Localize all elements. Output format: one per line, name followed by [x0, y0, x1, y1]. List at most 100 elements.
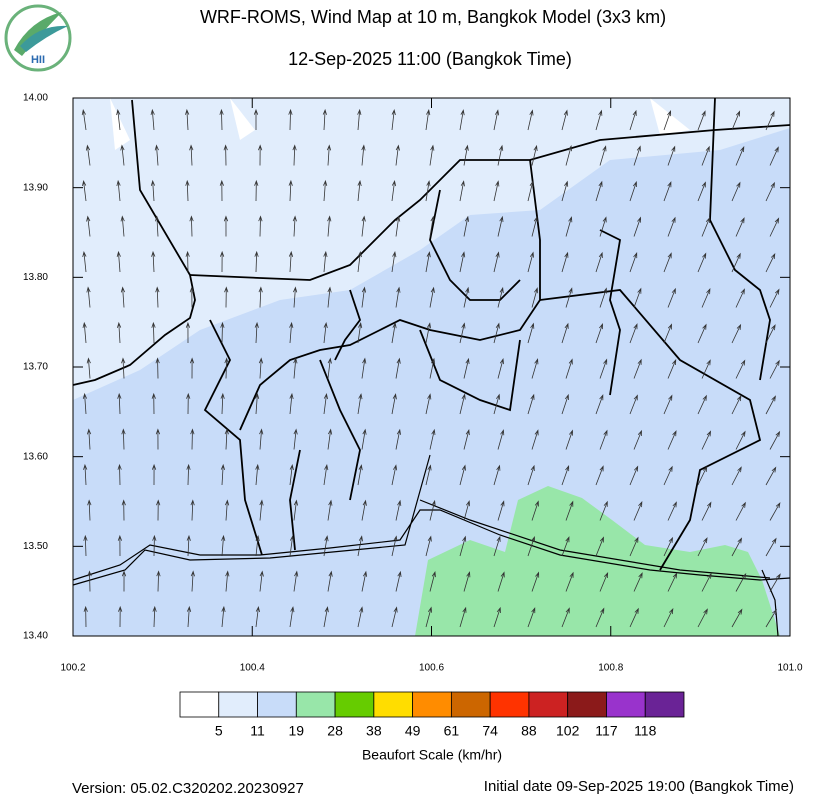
map-area — [72, 97, 791, 637]
wind-arrow — [189, 286, 194, 308]
wind-arrow — [121, 428, 126, 450]
y-tick-label: 14.00 — [23, 93, 48, 104]
wind-arrow — [599, 145, 607, 166]
wind-arrow — [629, 394, 638, 415]
wind-arrow — [663, 110, 672, 131]
wind-arrow — [667, 430, 677, 450]
wind-arrow — [289, 606, 295, 628]
subtitle: 12-Sep-2025 11:00 (Bangkok Time) — [288, 49, 572, 69]
wind-arrow — [253, 108, 259, 130]
wind-arrow — [185, 321, 191, 344]
wind-arrow — [493, 464, 501, 486]
logo: HII — [4, 4, 72, 72]
wind-arrow — [429, 571, 436, 592]
wind-arrow — [599, 571, 609, 592]
wind-arrow — [155, 286, 160, 308]
wind-arrow — [633, 501, 643, 521]
x-tick-label: 100.6 — [419, 663, 444, 674]
wind-arrow — [186, 463, 191, 486]
wind-arrow — [288, 250, 294, 273]
wind-arrow — [391, 535, 398, 557]
wind-arrow — [150, 179, 156, 202]
wind-arrow — [531, 144, 538, 166]
wind-arrow — [527, 464, 535, 486]
wind-arrow — [223, 215, 229, 237]
wind-arrow — [219, 179, 224, 202]
wind-arrow — [769, 146, 779, 166]
wind-arrow — [463, 571, 471, 592]
wind-arrow — [595, 394, 604, 415]
wind-arrow — [463, 144, 469, 166]
wind-arrow — [595, 109, 603, 131]
colorbar-box — [450, 691, 491, 718]
y-tick-label: 13.50 — [23, 541, 48, 552]
wind-arrow — [86, 428, 92, 450]
wind-arrow — [493, 109, 500, 131]
wind-arrow — [463, 428, 470, 450]
wind-arrow — [220, 250, 225, 273]
colorbar-box — [334, 691, 375, 718]
wind-arrow — [697, 394, 707, 415]
wind-arrow — [151, 321, 156, 344]
wind-arrow — [323, 535, 329, 557]
wind-arrow — [391, 108, 396, 131]
wind-arrow — [357, 393, 363, 415]
wind-arrow — [87, 570, 92, 592]
wind-arrow — [531, 215, 538, 237]
wind-arrow — [116, 108, 121, 131]
wind-arrow — [493, 180, 500, 202]
wind-arrow — [86, 215, 91, 237]
wind-arrow — [395, 499, 402, 521]
wind-arrow — [701, 216, 711, 237]
wind-arrow — [391, 464, 398, 486]
wind-arrow — [327, 357, 332, 379]
wind-arrow — [425, 109, 431, 131]
wind-arrow — [701, 359, 711, 379]
wind-arrow — [186, 392, 191, 415]
wind-arrow — [429, 286, 435, 308]
wind-arrow — [151, 250, 156, 273]
wind-arrow — [429, 499, 436, 521]
wind-arrow — [357, 535, 363, 557]
wind-arrow — [293, 428, 298, 450]
wind-arrow — [633, 216, 642, 237]
wind-arrow — [255, 534, 260, 557]
wind-arrow — [735, 217, 745, 237]
wind-arrow — [599, 358, 608, 379]
wind-arrow — [87, 499, 92, 521]
wind-arrow — [189, 215, 194, 237]
wind-arrow — [361, 215, 366, 237]
wind-arrow — [769, 573, 781, 592]
wind-arrow — [259, 499, 264, 521]
wind-arrow — [357, 322, 363, 344]
colorbar-label: 117 — [595, 723, 618, 739]
wind-arrow — [497, 286, 504, 308]
wind-arrow — [463, 286, 470, 308]
wind-arrow — [697, 537, 708, 557]
wind-arrow — [697, 181, 706, 202]
wind-arrow — [429, 357, 436, 379]
wind-arrow — [629, 536, 639, 557]
wind-arrow — [731, 608, 743, 628]
wind-arrow — [220, 463, 226, 486]
colorbar-label: 19 — [289, 723, 305, 739]
wind-arrow — [357, 250, 362, 273]
wind-arrow — [595, 607, 605, 628]
wind-arrow — [497, 215, 504, 237]
wind-arrow — [731, 395, 742, 415]
wind-arrow — [152, 605, 157, 628]
wind-arrow — [701, 288, 711, 308]
wind-arrow — [667, 572, 678, 592]
y-tick-label: 13.60 — [23, 451, 48, 462]
wind-arrow — [459, 464, 466, 486]
wind-arrow — [667, 145, 676, 166]
wind-arrow — [361, 428, 367, 450]
wind-arrows — [81, 108, 781, 628]
wind-arrow — [735, 572, 747, 592]
wind-arrow — [565, 358, 573, 379]
wind-arrow — [219, 108, 224, 131]
wind-arrow — [527, 180, 534, 202]
colorbar: 5 11 19 28 38 49 61 74 88 102 117 118 — [179, 691, 685, 739]
colorbar-box — [412, 691, 452, 718]
wind-arrow — [85, 144, 91, 166]
